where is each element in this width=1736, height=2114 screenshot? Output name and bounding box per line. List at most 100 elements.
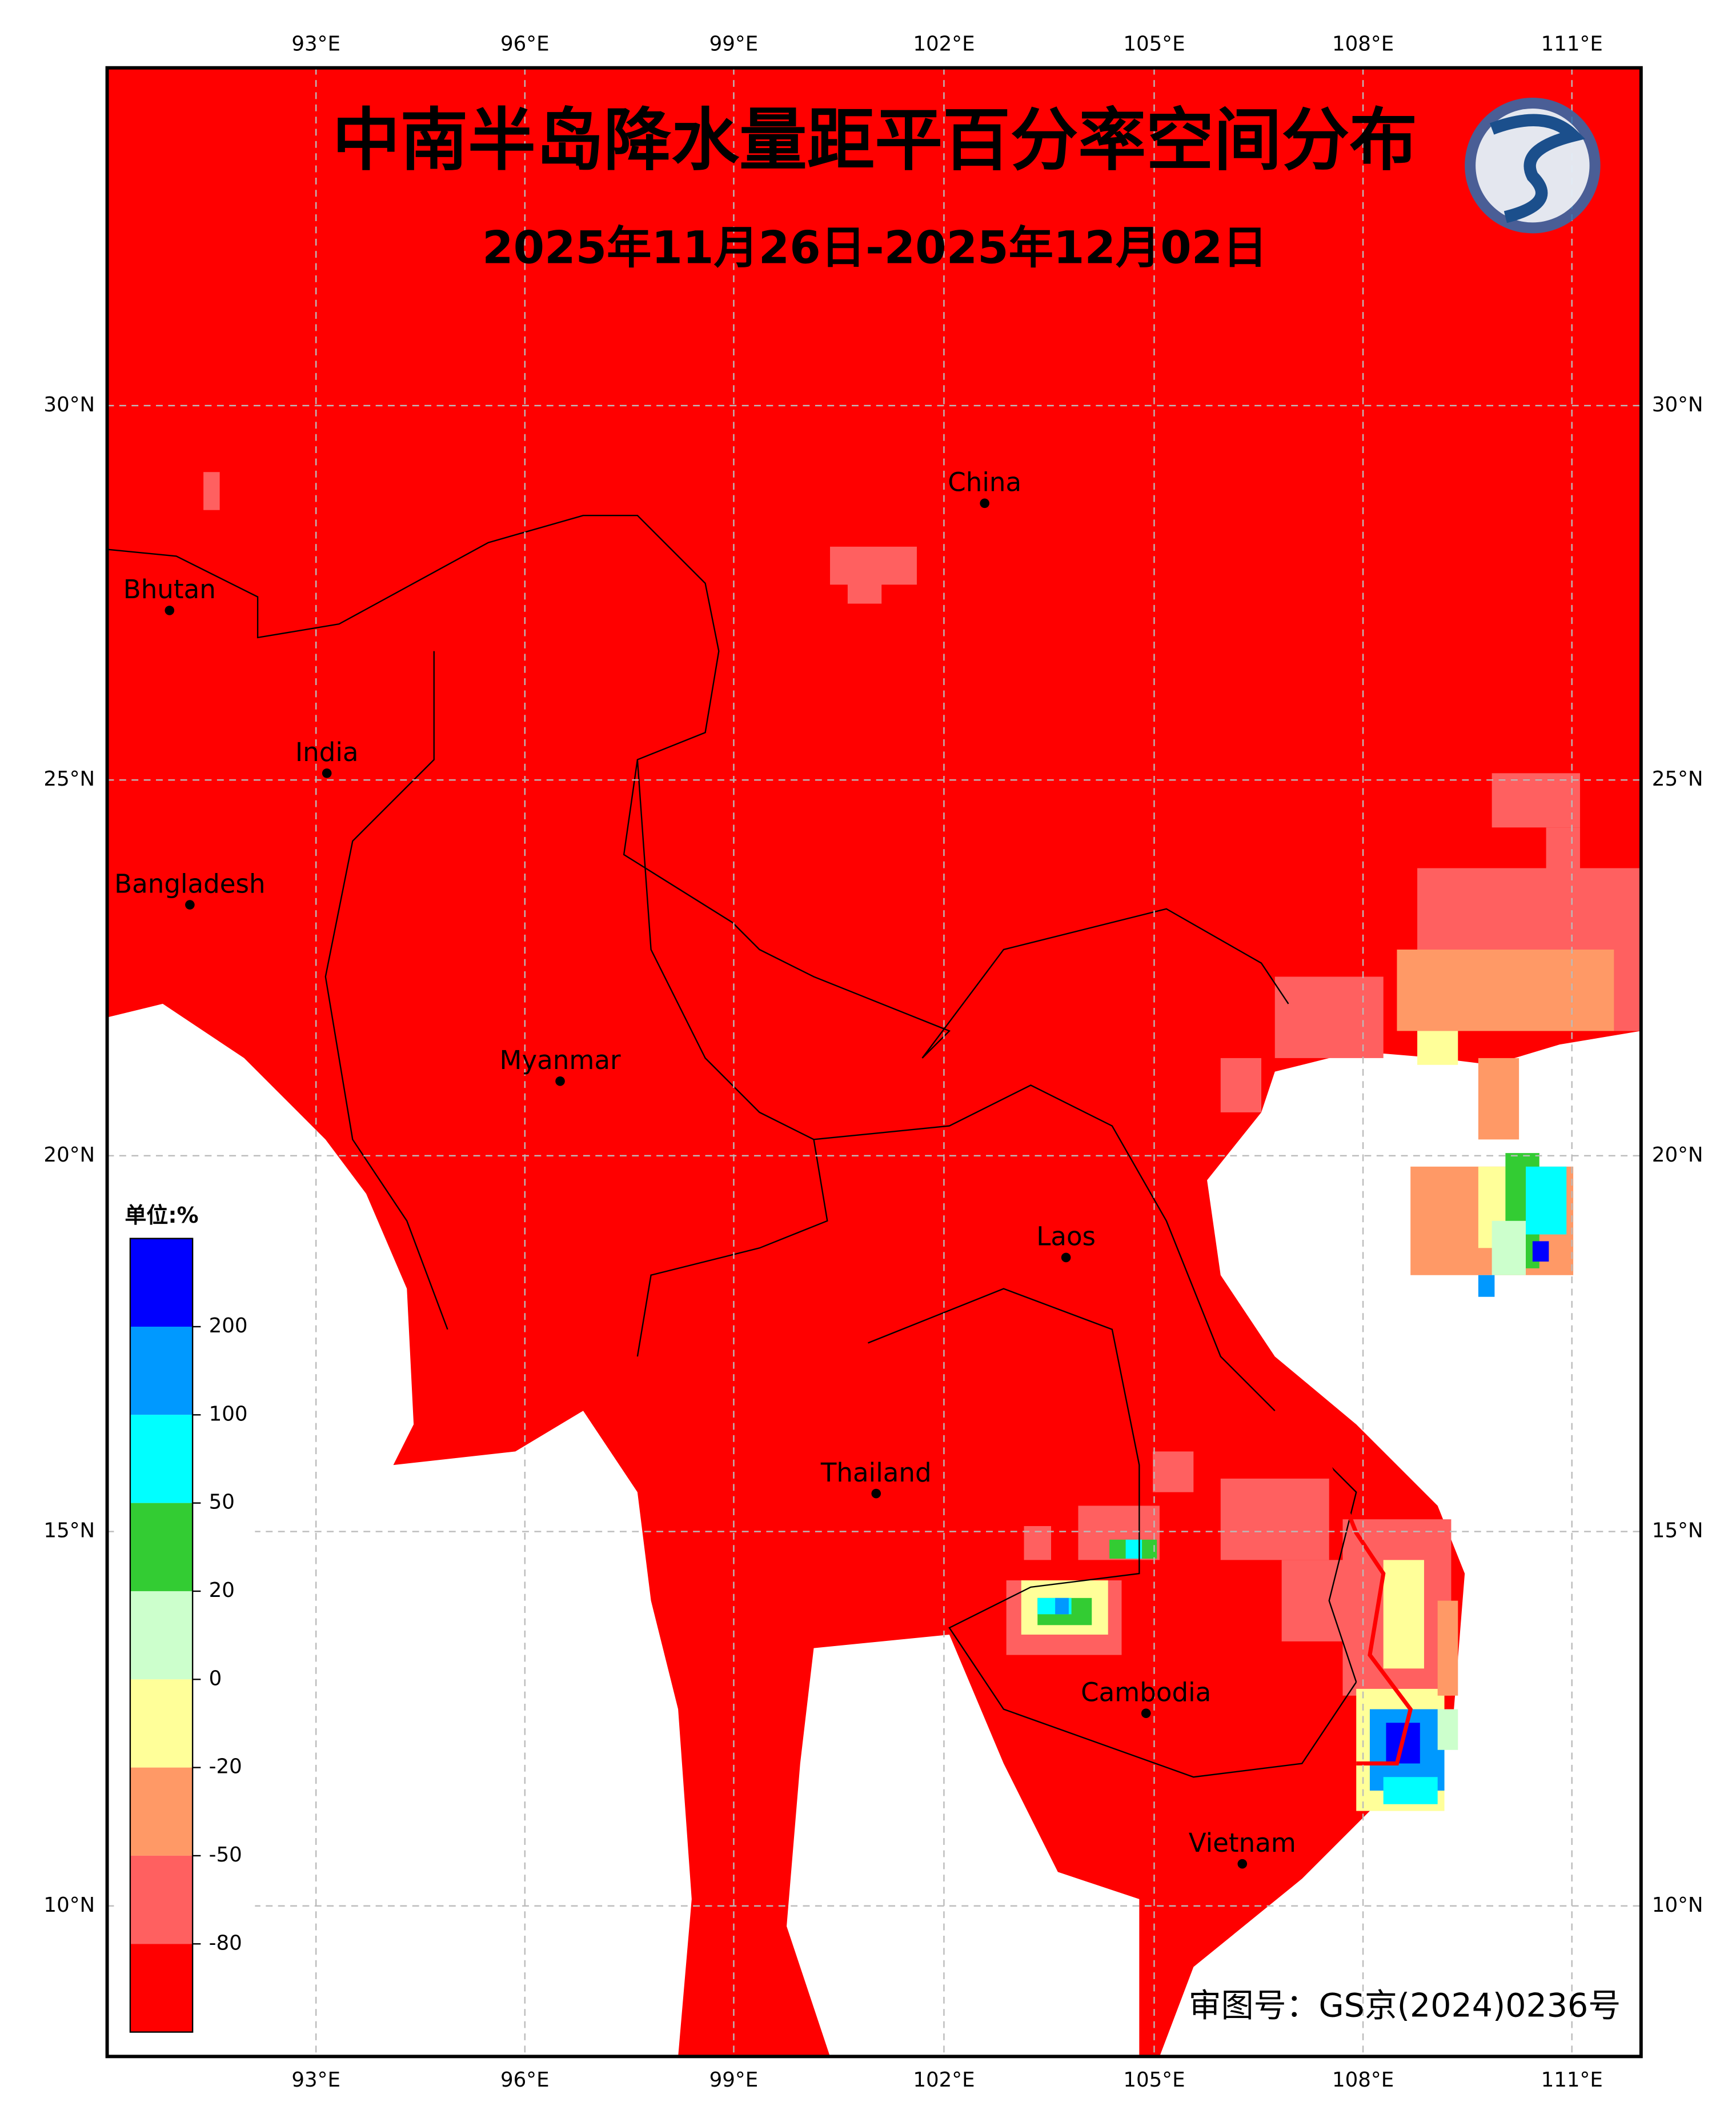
logo xyxy=(1465,97,1601,234)
lon-tick-label-top: 108°E xyxy=(1332,32,1394,55)
title: 中南半岛降水量距平百分率空间分布 xyxy=(332,101,1417,180)
anomaly-cell xyxy=(1437,1709,1458,1750)
anomaly-cell xyxy=(1153,1451,1194,1492)
anomaly-cell xyxy=(1437,1600,1458,1696)
logo-mark xyxy=(1489,114,1586,223)
lat-tick-label-left: 20°N xyxy=(43,1143,95,1167)
legend-swatch xyxy=(130,1767,193,1856)
place-dot xyxy=(185,900,195,910)
south-china-sea xyxy=(1159,1031,1641,2057)
legend-swatch xyxy=(130,1855,193,1944)
lon-tick-label-bottom: 105°E xyxy=(1123,2068,1185,2092)
place-label: China xyxy=(948,467,1021,498)
place-label: Bhutan xyxy=(123,574,216,604)
place-dot xyxy=(871,1488,881,1499)
legend-swatch xyxy=(130,1679,193,1768)
border-line xyxy=(324,651,448,1330)
subtitle: 2025年11月26日-2025年12月02日 xyxy=(482,222,1268,274)
credit: 审图号：GS京(2024)0236号 xyxy=(1189,1987,1621,2024)
anomaly-cell xyxy=(1055,1597,1069,1615)
anomaly-cell xyxy=(847,583,882,604)
place-dot xyxy=(322,768,332,778)
border-line xyxy=(813,1084,1357,1683)
lat-tick-label-right: 20°N xyxy=(1652,1143,1703,1167)
place-dot xyxy=(1141,1708,1151,1718)
lon-tick-label-top: 96°E xyxy=(500,32,550,55)
anomaly-cell xyxy=(1383,1777,1438,1804)
anomaly-cell xyxy=(1397,949,1614,1031)
place-label: Bangladesh xyxy=(114,868,265,899)
anomaly-cell xyxy=(1220,1478,1329,1560)
place-label: Thailand xyxy=(820,1458,932,1488)
lon-tick-label-top: 99°E xyxy=(709,32,759,55)
anomaly-cell xyxy=(1492,773,1580,828)
gulf-of-thailand xyxy=(787,1634,1140,2057)
lon-tick-label-bottom: 108°E xyxy=(1332,2068,1394,2092)
legend-swatch xyxy=(130,1415,193,1503)
lon-tick-label-bottom: 102°E xyxy=(913,2068,975,2092)
legend-label: -20 xyxy=(209,1755,242,1779)
legend-unit: 单位:% xyxy=(125,1203,198,1228)
lon-tick-label-bottom: 111°E xyxy=(1541,2068,1603,2092)
legend-label: 100 xyxy=(209,1402,248,1426)
lat-tick-label-left: 30°N xyxy=(43,393,95,417)
highlight-border xyxy=(1273,1409,1413,1766)
anomaly-cell xyxy=(1383,1560,1424,1669)
place-label: Laos xyxy=(1036,1222,1096,1252)
borders xyxy=(107,515,1413,1778)
legend-label: 20 xyxy=(209,1579,235,1602)
lat-tick-label-right: 10°N xyxy=(1652,1893,1703,1917)
legend-swatch xyxy=(130,1944,193,2032)
lon-tick-label-top: 102°E xyxy=(913,32,975,55)
border-line xyxy=(868,1288,1357,1778)
lat-tick-label-right: 15°N xyxy=(1652,1519,1703,1543)
lon-tick-label-top: 105°E xyxy=(1123,32,1185,55)
anomaly-cell xyxy=(830,546,917,585)
anomaly-cell xyxy=(1546,827,1580,868)
legend-swatch xyxy=(130,1503,193,1591)
place-label: India xyxy=(295,737,359,767)
place-dot xyxy=(1061,1252,1071,1263)
place-dot xyxy=(1237,1859,1248,1869)
lat-tick-label-left: 25°N xyxy=(43,767,95,791)
anomaly-cell xyxy=(203,472,220,510)
lat-tick-label-right: 25°N xyxy=(1652,767,1703,791)
lat-tick-label-right: 30°N xyxy=(1652,393,1703,417)
place-dot xyxy=(555,1076,565,1086)
anomaly-cell xyxy=(1492,1220,1526,1275)
legend-label: 50 xyxy=(209,1491,235,1514)
place-label: Cambodia xyxy=(1081,1677,1211,1707)
legend-label: 0 xyxy=(209,1667,222,1690)
legend-swatch xyxy=(130,1238,193,1327)
anomaly-patches xyxy=(203,472,1641,1811)
anomaly-cell xyxy=(1417,1031,1458,1065)
anomaly-cell xyxy=(1220,1058,1262,1112)
place-dot xyxy=(980,498,989,509)
map-frame xyxy=(105,66,1643,2059)
anomaly-cell xyxy=(1525,1166,1567,1235)
colorbar-frame xyxy=(129,1238,194,2033)
anomaly-cell xyxy=(1478,1058,1519,1140)
lon-tick-label-bottom: 99°E xyxy=(709,2068,759,2092)
border-line xyxy=(107,515,1289,1059)
legend-label: -50 xyxy=(209,1843,242,1867)
place-dot xyxy=(165,606,175,615)
anomaly-cell xyxy=(1274,976,1384,1058)
lat-tick-label-left: 10°N xyxy=(43,1893,95,1917)
lat-tick-label-left: 15°N xyxy=(43,1519,95,1543)
legend-swatch xyxy=(130,1591,193,1680)
lon-tick-label-bottom: 96°E xyxy=(500,2068,550,2092)
lon-tick-label-top: 93°E xyxy=(291,32,340,55)
lon-tick-label-bottom: 93°E xyxy=(291,2068,340,2092)
place-label: Vietnam xyxy=(1189,1828,1296,1858)
legend-label: 200 xyxy=(209,1314,248,1338)
place-label: Myanmar xyxy=(500,1045,621,1075)
legend-label: -80 xyxy=(209,1931,242,1955)
anomaly-cell xyxy=(1478,1275,1495,1297)
anomaly-cell xyxy=(1532,1241,1549,1262)
graticule xyxy=(107,67,1641,2057)
legend-swatch xyxy=(130,1326,193,1415)
lon-tick-label-top: 111°E xyxy=(1541,32,1603,55)
